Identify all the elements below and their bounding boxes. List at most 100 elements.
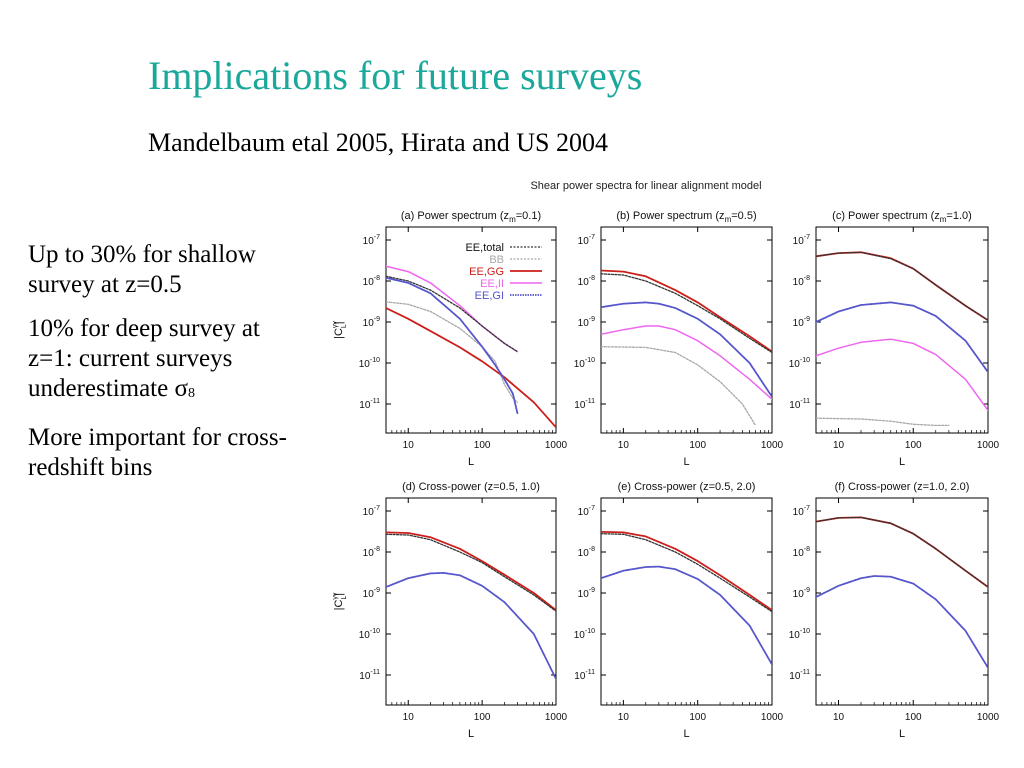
x-tick-label: 1000 bbox=[545, 440, 568, 451]
series-ee-gi bbox=[386, 572, 556, 680]
panel-d: (d) Cross-power (z=0.5, 1.0) 10 100 1000 L 10… bbox=[332, 481, 568, 740]
series-ee-total bbox=[816, 251, 988, 321]
x-axis-label: L bbox=[683, 728, 689, 740]
series-ee-gi bbox=[601, 565, 772, 666]
x-tick-label: 10 bbox=[833, 440, 845, 451]
y-tick-label: 10-9 bbox=[578, 587, 595, 600]
series-ee-gi bbox=[816, 301, 988, 374]
legend-label: BB bbox=[489, 254, 504, 266]
x-axis-label: L bbox=[899, 456, 905, 468]
y-tick-label: 10-11 bbox=[359, 398, 380, 411]
y-tick-label: 10-7 bbox=[578, 505, 595, 518]
x-tick-label: 10 bbox=[618, 440, 630, 451]
panel-title: (f) Cross-power (z=1.0, 2.0) bbox=[835, 481, 970, 493]
x-tick-label: 10 bbox=[618, 712, 630, 723]
x-tick-label: 1000 bbox=[761, 440, 784, 451]
panel-f: (f) Cross-power (z=1.0, 2.0) 10 100 1000 L 10… bbox=[789, 481, 1000, 740]
bullet-item-1: Up to 30% for shallow survey at z=0.5 bbox=[28, 241, 256, 298]
y-tick-label: 10-9 bbox=[793, 587, 810, 600]
legend-label: EE,II bbox=[480, 278, 504, 290]
bullet-item-2: 10% for deep survey at z=1: current surv… bbox=[28, 314, 308, 409]
legend-label: EE,total bbox=[465, 242, 504, 254]
series-ee-total bbox=[601, 533, 772, 613]
x-axis-label: L bbox=[899, 728, 905, 740]
panel-c: (c) Power spectrum (zm=1.0) 10 100 1000 L 10-… bbox=[789, 210, 1000, 468]
series-ee-ii bbox=[601, 325, 772, 401]
y-tick-label: 10-11 bbox=[789, 669, 810, 682]
y-tick-label: 10-7 bbox=[363, 234, 380, 247]
series-ee-gg bbox=[386, 307, 556, 429]
x-tick-label: 1000 bbox=[545, 712, 568, 723]
series-ee-total bbox=[386, 275, 519, 353]
series-ee-gg bbox=[601, 269, 772, 353]
x-tick-label: 100 bbox=[474, 712, 491, 723]
panel-title: (e) Cross-power (z=0.5, 2.0) bbox=[618, 481, 756, 493]
series-ee-total bbox=[816, 516, 988, 588]
y-tick-label: 10-11 bbox=[789, 398, 810, 411]
x-tick-label: 10 bbox=[403, 440, 415, 451]
x-tick-label: 1000 bbox=[977, 712, 1000, 723]
y-tick-label: 10-9 bbox=[363, 316, 380, 329]
x-axis-label: L bbox=[468, 456, 474, 468]
panel-a: (a) Power spectrum (zm=0.1) 10 100 1000 L 10-… bbox=[332, 210, 568, 468]
x-tick-label: 10 bbox=[403, 712, 415, 723]
panel-b: (b) Power spectrum (zm=0.5) 10 100 1000 L 10-… bbox=[574, 210, 784, 468]
series-ee-gi bbox=[816, 575, 988, 669]
y-axis-label: |Cγγ L| bbox=[332, 592, 348, 610]
y-tick-label: 10-8 bbox=[363, 275, 380, 288]
x-tick-label: 100 bbox=[905, 440, 922, 451]
y-tick-label: 10-8 bbox=[578, 275, 595, 288]
y-tick-label: 10-11 bbox=[574, 398, 595, 411]
slide-title: Implications for future surveys bbox=[148, 53, 643, 98]
series-ee-total bbox=[601, 273, 772, 354]
plot-frame bbox=[385, 226, 557, 434]
panel-title: (a) Power spectrum (zm=0.1) bbox=[401, 210, 541, 224]
legend-label: EE,GG bbox=[469, 266, 504, 278]
legend-label: EE,GI bbox=[475, 290, 504, 302]
y-tick-label: 10-10 bbox=[359, 628, 380, 641]
series-bb bbox=[816, 417, 950, 427]
panel-title: (d) Cross-power (z=0.5, 1.0) bbox=[402, 481, 540, 493]
figure-title: Shear power spectra for linear alignment… bbox=[530, 180, 761, 192]
y-tick-label: 10-10 bbox=[789, 628, 810, 641]
y-tick-label: 10-7 bbox=[363, 505, 380, 518]
series-ee-gg bbox=[386, 531, 556, 612]
y-tick-label: 10-10 bbox=[789, 357, 810, 370]
plot-frame bbox=[815, 226, 989, 434]
series-ee-total bbox=[386, 533, 556, 612]
y-tick-label: 10-10 bbox=[574, 628, 595, 641]
x-tick-label: 100 bbox=[689, 440, 706, 451]
x-tick-label: 100 bbox=[689, 712, 706, 723]
sigma-subscript: 8 bbox=[187, 386, 195, 401]
x-axis-label: L bbox=[468, 728, 474, 740]
x-tick-label: 100 bbox=[474, 440, 491, 451]
x-tick-label: 1000 bbox=[761, 712, 784, 723]
y-tick-label: 10-8 bbox=[793, 275, 810, 288]
y-tick-label: 10-11 bbox=[574, 669, 595, 682]
y-tick-label: 10-8 bbox=[793, 546, 810, 559]
series-ee-gi bbox=[601, 301, 772, 398]
bullet-list: Up to 30% for shallow survey at z=0.5 10… bbox=[28, 240, 308, 497]
y-tick-label: 10-10 bbox=[574, 357, 595, 370]
y-tick-label: 10-10 bbox=[359, 357, 380, 370]
plot-frame bbox=[600, 497, 773, 706]
x-tick-label: 10 bbox=[833, 712, 845, 723]
series-ee-gg bbox=[601, 531, 772, 612]
slide-subtitle: Mandelbaum etal 2005, Hirata and US 2004 bbox=[148, 128, 608, 157]
y-tick-label: 10-7 bbox=[793, 505, 810, 518]
y-tick-label: 10-9 bbox=[363, 587, 380, 600]
bullet-item-3: More important for cross-redshift bins bbox=[28, 424, 287, 481]
panel-title: (c) Power spectrum (zm=1.0) bbox=[832, 210, 972, 224]
panels: (a) Power spectrum (zm=0.1) 10 100 1000 L 10-… bbox=[332, 210, 1000, 740]
series-bb bbox=[601, 346, 757, 427]
panel-title: (b) Power spectrum (zm=0.5) bbox=[616, 210, 756, 224]
y-tick-label: 10-8 bbox=[578, 546, 595, 559]
plot-frame bbox=[600, 226, 773, 434]
series-ee-ii bbox=[816, 338, 988, 412]
series-ee-gi bbox=[386, 276, 519, 415]
panel-e: (e) Cross-power (z=0.5, 2.0) 10 100 1000 L 10… bbox=[574, 481, 784, 740]
x-tick-label: 1000 bbox=[977, 440, 1000, 451]
y-tick-label: 10-8 bbox=[363, 546, 380, 559]
